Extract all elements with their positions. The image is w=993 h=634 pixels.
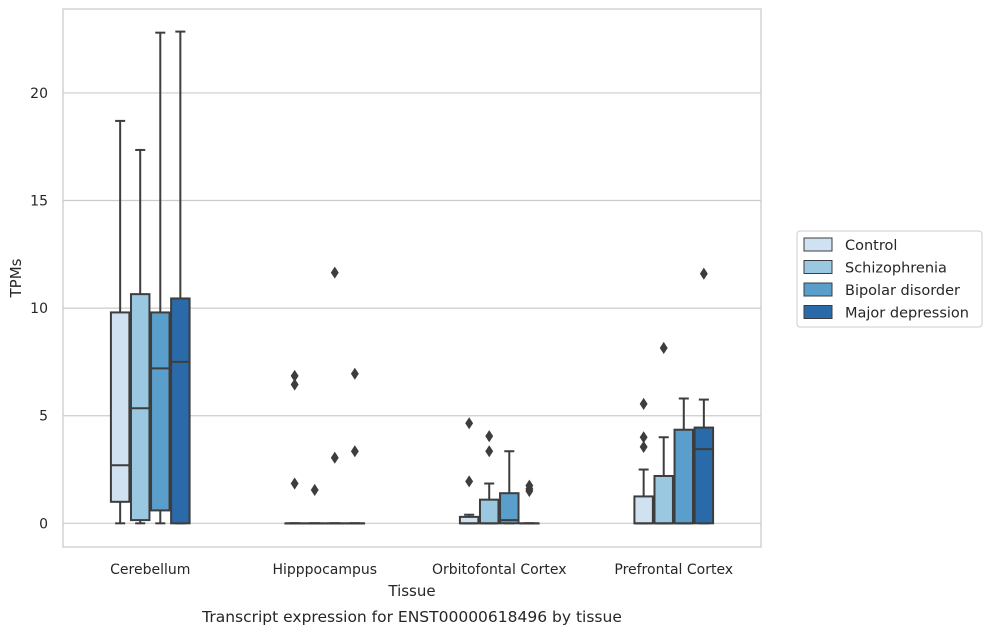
box-body <box>499 492 520 525</box>
outlier-point <box>310 483 319 497</box>
box-body <box>693 426 715 525</box>
legend: Control Schizophrenia Bipolar disorder Majo… <box>796 230 983 328</box>
outlier-point <box>330 266 339 279</box>
outlier-point <box>330 451 339 464</box>
box <box>129 148 151 525</box>
outlier-point <box>290 378 299 391</box>
outlier-point <box>639 397 648 410</box>
box-body <box>633 495 654 525</box>
series-major-depression <box>170 30 715 525</box>
outlier-point <box>639 440 648 453</box>
legend-label: Bipolar disorder <box>845 283 960 299</box>
y-tick-label: 20 <box>30 86 48 102</box>
outlier-point <box>290 369 299 382</box>
x-tick-label: Orbitofontal Cortex <box>432 562 567 578</box>
x-tick-label: Prefrontal Cortex <box>614 562 733 578</box>
outlier-point <box>350 367 359 380</box>
box <box>633 397 654 525</box>
box-series <box>109 30 715 525</box>
legend-swatch <box>803 237 833 252</box>
legend-swatch <box>803 305 833 319</box>
plot-area-frame <box>62 8 762 548</box>
box-body <box>129 293 151 522</box>
legend-swatch <box>803 282 833 297</box>
y-tick-label: 0 <box>39 516 48 532</box>
series-bipolar-disorder <box>150 31 695 525</box>
x-tick-label: Cerebellum <box>110 562 190 578</box>
legend-frame <box>796 230 983 328</box>
box-body <box>478 498 500 525</box>
box <box>344 367 366 525</box>
box <box>693 267 715 525</box>
y-axis-label: TPMs <box>7 258 25 298</box>
legend-label: Control <box>845 238 897 254</box>
outlier-point <box>290 477 299 490</box>
box-body <box>109 311 131 503</box>
x-axis-ticks: Cerebellum Hipppocampus Orbitofontal Corte… <box>110 562 733 578</box>
x-tick-label: Hipppocampus <box>272 562 377 578</box>
outlier-point <box>659 341 668 354</box>
box <box>499 450 520 525</box>
outlier-point <box>485 445 494 458</box>
outlier-point <box>465 417 474 430</box>
series-schizophrenia <box>129 148 674 525</box>
legend-label: Major depression <box>845 306 969 322</box>
chart-caption: Transcript expression for ENST0000061849… <box>201 608 622 626</box>
box <box>284 369 305 525</box>
box <box>458 417 480 525</box>
y-tick-label: 5 <box>39 409 48 425</box>
outlier-point <box>485 430 494 443</box>
box <box>478 430 500 525</box>
outlier-point <box>350 445 359 458</box>
box <box>304 483 325 525</box>
outlier-point <box>525 479 534 492</box>
box <box>109 119 131 525</box>
box-body <box>673 428 695 525</box>
legend-label: Schizophrenia <box>845 261 947 277</box>
y-tick-label: 15 <box>30 194 48 210</box>
y-tick-label: 10 <box>30 301 48 317</box>
box-body <box>170 297 191 525</box>
box <box>170 30 191 525</box>
y-axis-ticks: 0 5 10 15 20 <box>30 86 48 532</box>
series-control <box>109 119 654 525</box>
box <box>653 341 674 525</box>
box <box>519 479 540 525</box>
box-body <box>653 474 674 525</box>
outlier-point <box>699 267 708 280</box>
box <box>324 266 346 525</box>
outlier-point <box>639 431 648 444</box>
legend-swatch <box>803 260 833 274</box>
outlier-point <box>465 475 474 488</box>
box <box>673 397 695 525</box>
x-axis-label: Tissue <box>387 582 435 600</box>
box-body <box>150 311 171 512</box>
box <box>150 31 171 525</box>
